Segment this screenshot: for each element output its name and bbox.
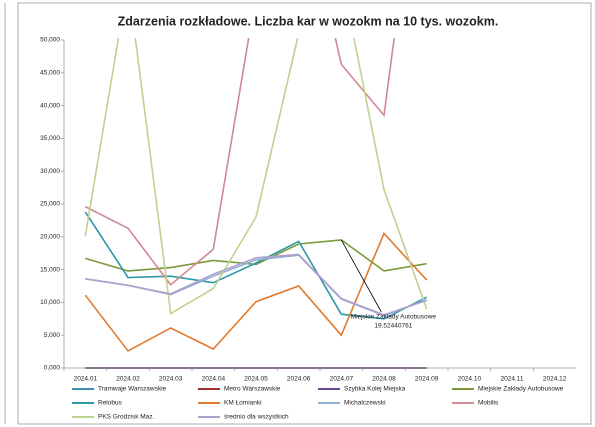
x-tick-label: 2024.09 — [415, 376, 439, 383]
legend-label: PKS Grodzisk Maz. — [98, 414, 155, 421]
series-line — [85, 239, 427, 272]
legend-label: Tramwaje Warszawskie — [98, 386, 167, 393]
y-tick-label: 45,000 — [40, 70, 60, 77]
legend-label: Szybka Kolej Miejska — [344, 386, 406, 393]
y-tick-label: 0,000 — [44, 365, 61, 372]
x-tick-label: 2024.03 — [159, 376, 183, 383]
legend-label: Mobilis — [478, 400, 499, 407]
legend-label: Relobus — [98, 400, 123, 407]
x-tick-label: 2024.05 — [244, 376, 268, 383]
series-line — [84, 38, 395, 286]
y-tick-label: 20,000 — [40, 234, 60, 241]
y-tick-label: 35,000 — [40, 135, 60, 142]
y-tick-label: 15,000 — [40, 266, 60, 273]
series-line — [84, 211, 428, 320]
y-tick-label: 50,000 — [40, 37, 60, 44]
y-tick-label: 25,000 — [40, 201, 60, 208]
x-tick-label: 2024.08 — [372, 376, 396, 383]
x-tick-label: 2024.11 — [500, 376, 523, 383]
legend-label: Miejskie Zakłady Autobusowe — [478, 386, 564, 393]
y-tick-label: 5,000 — [44, 332, 61, 339]
y-tick-label: 40,000 — [40, 102, 60, 109]
legend-label: Metro Warszawskie — [224, 386, 281, 393]
chart-border — [17, 2, 592, 425]
series-line — [84, 232, 428, 352]
series-line — [85, 253, 427, 316]
leader-line — [340, 239, 382, 313]
x-tick-label: 2024.10 — [458, 376, 482, 383]
x-tick-label: 2024.01 — [74, 376, 98, 383]
data-label-series: Miejskie Zakłady Autobusowe — [351, 314, 437, 321]
x-tick-label: 2024.07 — [330, 376, 354, 383]
y-tick-label: 30,000 — [40, 168, 60, 175]
legend-label: Michalczewski — [344, 400, 386, 407]
chart-title: Zdarzenia rozkładowe. Liczba kar w wozok… — [118, 14, 499, 28]
x-tick-label: 2024.06 — [287, 376, 311, 383]
x-tick-label: 2024.04 — [202, 376, 226, 383]
series-line — [84, 38, 428, 315]
legend-label: średnio dla wszystkich — [224, 414, 289, 421]
x-tick-label: 2024.02 — [116, 376, 140, 383]
legend-label: KM Łomianki — [224, 400, 262, 407]
x-tick-label: 2024.12 — [543, 376, 567, 383]
y-tick-label: 10,000 — [40, 299, 60, 306]
data-label: 19,52440761 — [374, 323, 412, 330]
